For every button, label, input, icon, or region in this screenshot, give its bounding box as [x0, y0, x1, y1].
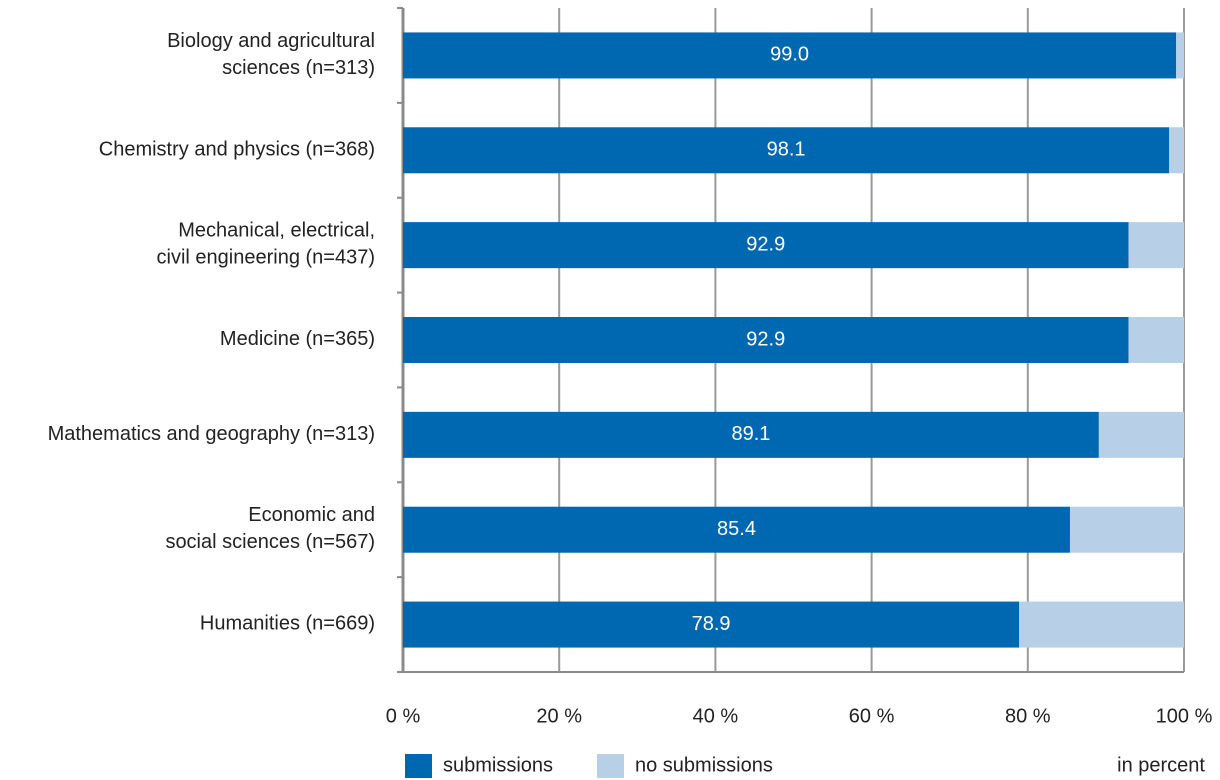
x-tick-label: 20 %	[536, 705, 582, 727]
y-tick-label: Biology and agricultural sciences (n=313)	[167, 30, 375, 79]
x-tick-label: 80 %	[1005, 705, 1051, 727]
legend-swatch	[597, 754, 624, 778]
value-label: 99.0	[770, 44, 809, 66]
y-tick-label: Mathematics and geography (n=313)	[48, 423, 375, 445]
value-label: 89.1	[731, 423, 770, 445]
bar-segment	[403, 317, 1129, 363]
bar-segment	[403, 32, 1177, 79]
y-tick-label: Humanities (n=669)	[200, 613, 375, 635]
bar-segment	[403, 222, 1129, 269]
bar-segment	[1019, 601, 1184, 648]
bar-segment	[1128, 317, 1184, 363]
bar-segment	[1098, 411, 1184, 458]
y-tick-label: Medicine (n=365)	[220, 328, 375, 350]
value-label: 98.1	[767, 139, 806, 161]
bar-segment	[1128, 222, 1184, 269]
value-label: 78.9	[692, 613, 731, 635]
value-label: 92.9	[746, 233, 785, 255]
value-label: 92.9	[746, 328, 785, 350]
bar-segment	[403, 601, 1020, 648]
legend-swatch	[405, 754, 432, 778]
y-tick-label: Mechanical, electrical, civil engineering…	[157, 220, 375, 269]
bar-segment	[403, 127, 1170, 174]
y-tick-label: Economic and social sciences (n=567)	[165, 504, 375, 553]
unit-note: in percent	[1117, 754, 1205, 776]
x-tick-label: 100 %	[1156, 705, 1213, 727]
bar-segment	[1169, 127, 1184, 174]
bar-segment	[1176, 32, 1184, 79]
bar-segment	[1069, 506, 1184, 553]
bar-segment	[403, 411, 1099, 458]
legend-label: no submissions	[635, 754, 773, 776]
x-tick-label: 0 %	[386, 705, 421, 727]
bar-segment	[403, 506, 1070, 553]
value-label: 85.4	[717, 518, 756, 540]
x-tick-label: 60 %	[849, 705, 895, 727]
y-tick-label: Chemistry and physics (n=368)	[99, 139, 375, 161]
legend-label: submissions	[443, 754, 553, 776]
x-tick-label: 40 %	[693, 705, 739, 727]
